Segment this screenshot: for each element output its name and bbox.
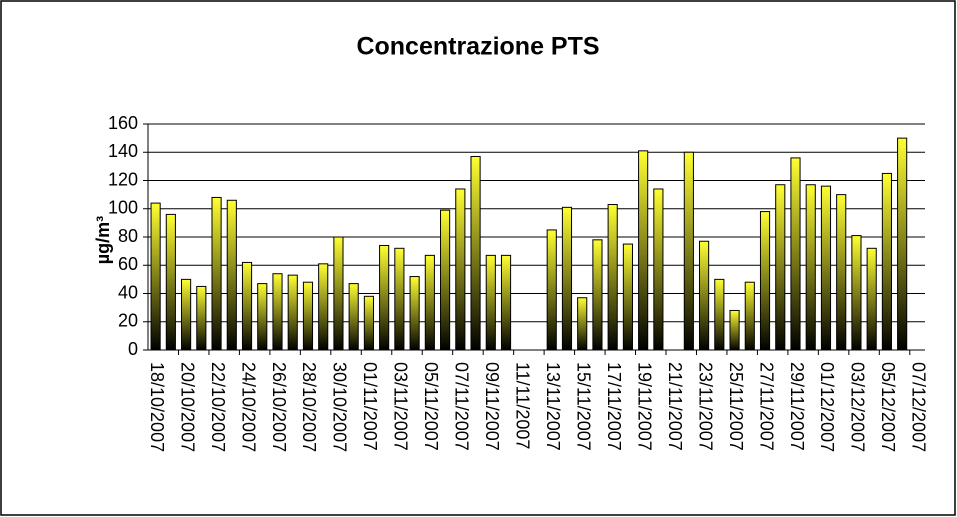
x-tick-label: 11/11/2007 — [513, 362, 533, 449]
y-axis-label: µg/m³ — [93, 216, 113, 264]
x-tick-label: 29/11/2007 — [787, 362, 807, 451]
chart-title: Concentrazione PTS — [356, 33, 599, 61]
bar — [866, 247, 877, 351]
x-tick-label: 21/11/2007 — [665, 362, 685, 451]
x-tick-label: 19/11/2007 — [634, 362, 654, 451]
bar — [485, 254, 496, 351]
bar — [592, 239, 603, 351]
bar — [759, 211, 771, 351]
bar — [897, 137, 908, 351]
x-tick-label: 18/10/2007 — [147, 362, 167, 452]
x-tick-label: 13/11/2007 — [543, 362, 563, 451]
x-tick-label: 30/10/2007 — [330, 362, 350, 452]
bar — [165, 213, 176, 351]
bar — [150, 202, 161, 351]
bar — [287, 274, 298, 351]
bar — [577, 297, 588, 351]
y-tick-label: 160 — [108, 113, 138, 133]
y-tick-label: 140 — [108, 141, 138, 161]
x-tick-label: 22/10/2007 — [208, 362, 228, 452]
bar — [699, 240, 710, 351]
x-tick-label: 01/12/2007 — [817, 362, 837, 452]
x-tick-label: 17/11/2007 — [604, 362, 624, 451]
x-tick-label: 07/12/2007 — [909, 362, 929, 452]
bar — [683, 151, 694, 351]
x-tick-label: 05/12/2007 — [878, 362, 898, 452]
bar — [333, 236, 344, 351]
bar — [638, 150, 649, 351]
x-tick-label: 25/11/2007 — [726, 362, 746, 451]
bar — [196, 285, 207, 351]
bar — [440, 209, 451, 351]
x-tick-label: 26/10/2007 — [269, 362, 289, 452]
x-tick-label: 15/11/2007 — [573, 362, 593, 451]
bar — [455, 188, 466, 351]
y-tick-label: 120 — [108, 169, 138, 189]
bar — [851, 235, 862, 351]
bar — [500, 254, 512, 351]
bar — [226, 199, 237, 351]
x-tick-label: 27/11/2007 — [756, 362, 776, 451]
bar — [409, 276, 420, 351]
x-tick-label: 20/10/2007 — [177, 362, 197, 452]
x-tick-label: 09/11/2007 — [482, 362, 502, 451]
x-tick-label: 24/10/2007 — [238, 362, 258, 452]
bar — [257, 283, 268, 351]
bar — [881, 172, 892, 351]
y-tick-label: 100 — [108, 198, 138, 218]
x-tick-label: 03/12/2007 — [848, 362, 868, 452]
y-tick-label: 60 — [118, 254, 138, 274]
bar — [470, 155, 481, 351]
bar — [181, 278, 192, 351]
y-tick-label: 80 — [118, 226, 138, 246]
bar — [744, 281, 755, 351]
bar — [379, 244, 390, 351]
bar — [714, 278, 725, 351]
bar — [318, 263, 329, 351]
bar — [546, 229, 557, 351]
x-tick-label: 01/11/2007 — [360, 362, 380, 451]
bar — [302, 281, 314, 351]
y-tick-label: 40 — [118, 282, 138, 302]
bar — [211, 196, 222, 351]
bar — [561, 206, 573, 351]
x-tick-label: 03/11/2007 — [391, 362, 411, 451]
bar — [622, 243, 633, 351]
bar — [272, 273, 283, 351]
bar — [790, 157, 801, 351]
bar — [805, 184, 816, 351]
x-tick-label: 07/11/2007 — [452, 362, 472, 451]
bar — [424, 254, 435, 351]
x-tick-label: 28/10/2007 — [299, 362, 319, 452]
bar — [775, 184, 786, 351]
bar — [363, 295, 374, 351]
bar — [241, 261, 253, 351]
y-tick-label: 0 — [128, 339, 138, 359]
bar — [729, 309, 740, 351]
bar — [653, 188, 664, 351]
bar — [394, 247, 405, 351]
y-tick-label: 20 — [118, 311, 138, 331]
bar — [836, 194, 847, 351]
bar — [820, 185, 832, 351]
bar — [607, 204, 618, 351]
bar — [348, 283, 359, 351]
x-tick-label: 23/11/2007 — [695, 362, 715, 451]
x-tick-label: 05/11/2007 — [421, 362, 441, 451]
